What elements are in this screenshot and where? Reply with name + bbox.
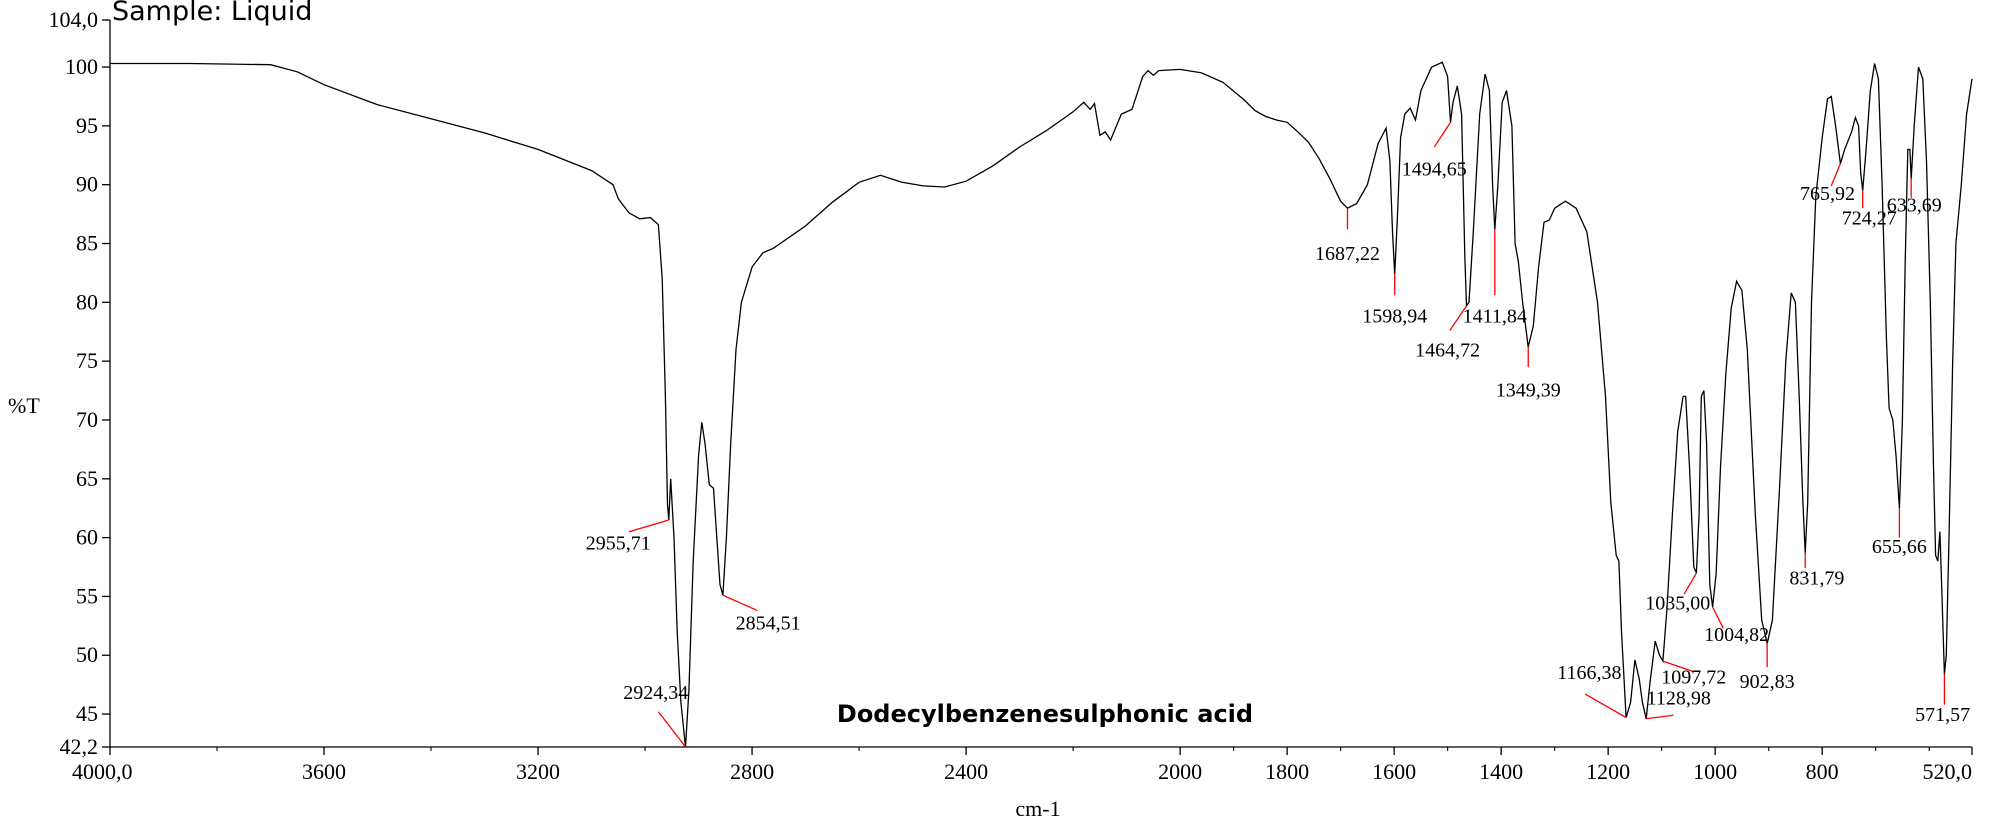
y-tick-label: 50 [76,642,98,667]
peak-marker [1662,660,1694,673]
y-tick-label: 45 [76,701,98,726]
peak-label: 1464,72 [1415,339,1480,361]
peak-label: 902,83 [1740,671,1795,693]
peak-marker [628,519,669,533]
peak-label: 1687,22 [1315,243,1380,265]
x-tick-label: 2800 [730,759,774,784]
y-tick-label: 75 [76,348,98,373]
y-tick-label: 70 [76,407,98,432]
peak-marker [657,711,687,748]
peak-label: 633,69 [1887,195,1942,217]
x-tick-label: 800 [1806,759,1839,784]
peak-label: 1598,94 [1362,305,1427,327]
x-tick-label: 520,0 [1923,759,1973,784]
x-tick-label: 1000 [1693,759,1737,784]
peak-label: 2955,71 [586,532,651,554]
compound-label: Dodecylbenzenesulphonic acid [837,700,1253,728]
peak-marker [1830,163,1842,187]
y-tick-label: 65 [76,466,98,491]
peak-label: 765,92 [1800,183,1855,205]
peak-marker [1584,693,1627,719]
x-tick-label: 2000 [1158,759,1202,784]
peak-marker [722,594,758,612]
peak-label: 1004,82 [1704,624,1769,646]
x-tick-label: 2400 [944,759,988,784]
y-tick-label: 55 [76,583,98,608]
y-axis-label: %T [8,393,40,418]
y-tick-label: 42,2 [60,734,99,759]
peak-label: 1097,72 [1661,666,1726,688]
x-tick-label: 3600 [302,759,346,784]
y-tick-label: 90 [76,172,98,197]
peak-label: 724,27 [1842,208,1897,230]
peak-label: 2854,51 [736,612,801,634]
y-tick-label: 95 [76,113,98,138]
x-axis-label: cm-1 [1015,796,1060,820]
spectrum-line [110,61,1973,748]
peak-label: 2924,34 [623,682,688,704]
y-tick-label: 100 [65,54,98,79]
peak-marker [1683,572,1698,595]
y-tick-label: 60 [76,525,98,550]
peak-marker [1712,606,1724,629]
x-tick-label: 1200 [1586,759,1630,784]
x-tick-label: 1600 [1372,759,1416,784]
sample-label: Sample: Liquid [112,0,312,27]
peak-label: 1411,84 [1463,305,1527,327]
x-tick-label: 1400 [1479,759,1523,784]
x-axis-ticks: 4000,0 3600 3200 2800 2400 2000 1800 1600 1400 12… [72,747,1973,784]
x-tick-label: 3200 [516,759,560,784]
peak-label: 1494,65 [1402,158,1467,180]
peak-label: 1035,00 [1645,592,1710,614]
peak-label: 655,66 [1872,536,1927,558]
peak-label: 571,57 [1915,704,1970,726]
peak-label: 1128,98 [1647,688,1711,710]
peak-marker [1646,714,1674,720]
x-tick-label: 1800 [1265,759,1309,784]
y-axis-ticks: 104,0 100 95 90 85 80 75 70 65 60 55 50 45 42,2 [49,7,110,759]
peak-marker [1433,121,1452,148]
peak-label: 1349,39 [1496,379,1561,401]
peak-label: 831,79 [1789,568,1844,590]
y-tick-label: 85 [76,231,98,256]
peak-annotations: 2955,71 2924,34 2854,51 1687,22 1598,94 1494,… [586,121,1970,748]
y-tick-label: 80 [76,289,98,314]
x-tick-label: 4000,0 [72,759,133,784]
y-tick-label: 104,0 [49,7,99,32]
peak-label: 1166,38 [1557,662,1621,684]
peak-marker [1449,305,1468,331]
